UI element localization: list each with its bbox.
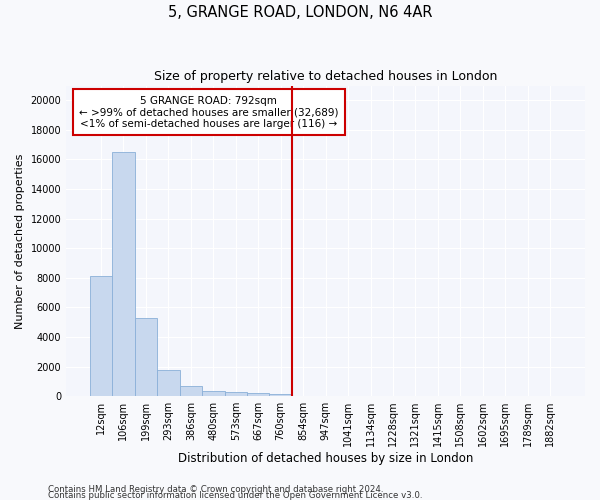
Bar bbox=[247, 393, 269, 396]
Bar bbox=[112, 152, 134, 396]
Bar bbox=[224, 392, 247, 396]
Bar bbox=[202, 390, 224, 396]
Text: Contains public sector information licensed under the Open Government Licence v3: Contains public sector information licen… bbox=[48, 491, 422, 500]
Bar bbox=[134, 318, 157, 396]
Bar bbox=[269, 394, 292, 396]
Text: 5, GRANGE ROAD, LONDON, N6 4AR: 5, GRANGE ROAD, LONDON, N6 4AR bbox=[168, 5, 432, 20]
Bar bbox=[157, 370, 179, 396]
Bar bbox=[179, 386, 202, 396]
X-axis label: Distribution of detached houses by size in London: Distribution of detached houses by size … bbox=[178, 452, 473, 465]
Y-axis label: Number of detached properties: Number of detached properties bbox=[15, 153, 25, 328]
Text: Contains HM Land Registry data © Crown copyright and database right 2024.: Contains HM Land Registry data © Crown c… bbox=[48, 485, 383, 494]
Text: 5 GRANGE ROAD: 792sqm
← >99% of detached houses are smaller (32,689)
<1% of semi: 5 GRANGE ROAD: 792sqm ← >99% of detached… bbox=[79, 96, 338, 129]
Title: Size of property relative to detached houses in London: Size of property relative to detached ho… bbox=[154, 70, 497, 83]
Bar bbox=[90, 276, 112, 396]
